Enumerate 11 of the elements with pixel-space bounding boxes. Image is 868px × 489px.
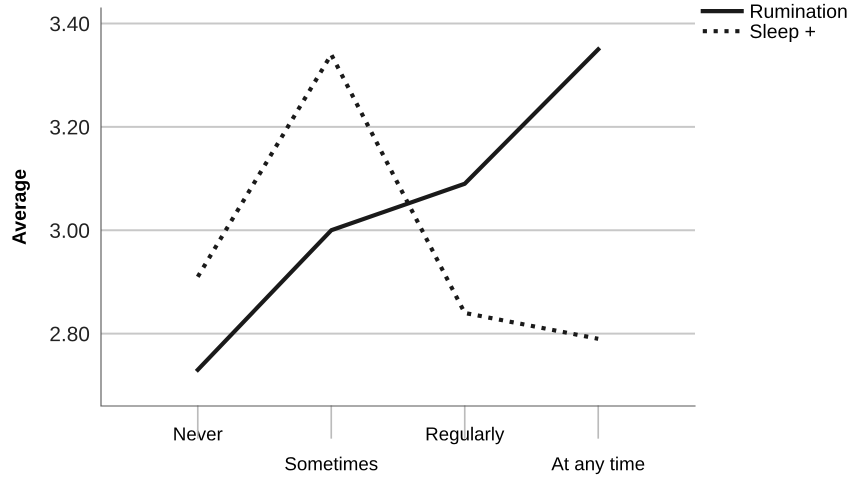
- x-tick-label: Never: [174, 427, 222, 441]
- y-axis-title: Average: [12, 170, 30, 245]
- x-tick-label: Regularly: [426, 426, 504, 444]
- legend-label: Rumination: [751, 4, 847, 18]
- legend-label: Sleep +: [750, 24, 815, 42]
- x-tick-label: At any time: [551, 456, 644, 474]
- y-tick-label: 3.20: [50, 120, 90, 135]
- y-tick-label: 3.00: [50, 223, 90, 238]
- y-tick-label: 3.40: [50, 16, 90, 32]
- y-tick-label: 2.80: [50, 326, 90, 342]
- x-tick-label: Sometimes: [285, 456, 378, 470]
